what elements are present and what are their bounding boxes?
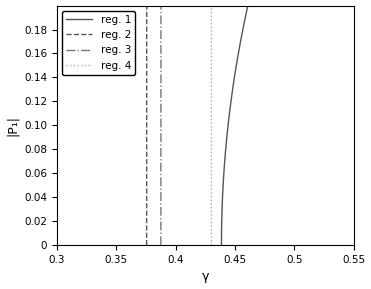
reg. 4 xyxy=(209,216,214,220)
reg. 1 xyxy=(246,4,250,7)
reg. 4 xyxy=(209,243,214,247)
reg. 1 xyxy=(239,34,244,38)
reg. 1 xyxy=(244,9,249,12)
reg. 1 xyxy=(220,202,224,205)
reg. 3 xyxy=(159,151,163,155)
reg. 2 xyxy=(144,243,149,247)
reg. 2 xyxy=(144,216,149,220)
Line: reg. 1: reg. 1 xyxy=(221,5,248,245)
reg. 2 xyxy=(144,151,149,155)
reg. 4 xyxy=(209,9,214,12)
reg. 4 xyxy=(209,202,214,205)
reg. 2 xyxy=(144,202,149,205)
X-axis label: γ: γ xyxy=(202,271,209,284)
reg. 1 xyxy=(219,243,224,247)
reg. 4 xyxy=(209,151,214,155)
Y-axis label: |P₁|: |P₁| xyxy=(6,115,19,136)
reg. 2 xyxy=(144,141,149,144)
reg. 1 xyxy=(224,141,229,144)
reg. 3 xyxy=(159,4,163,7)
reg. 4 xyxy=(209,34,214,38)
reg. 1 xyxy=(223,151,227,155)
Legend: reg. 1, reg. 2, reg. 3, reg. 4: reg. 1, reg. 2, reg. 3, reg. 4 xyxy=(62,11,135,75)
reg. 3 xyxy=(159,243,163,247)
reg. 3 xyxy=(159,141,163,144)
reg. 1 xyxy=(220,216,224,220)
reg. 2 xyxy=(144,34,149,38)
reg. 2 xyxy=(144,9,149,12)
reg. 4 xyxy=(209,4,214,7)
reg. 2 xyxy=(144,4,149,7)
reg. 4 xyxy=(209,141,214,144)
reg. 3 xyxy=(159,202,163,205)
reg. 3 xyxy=(159,216,163,220)
reg. 3 xyxy=(159,34,163,38)
reg. 3 xyxy=(159,9,163,12)
